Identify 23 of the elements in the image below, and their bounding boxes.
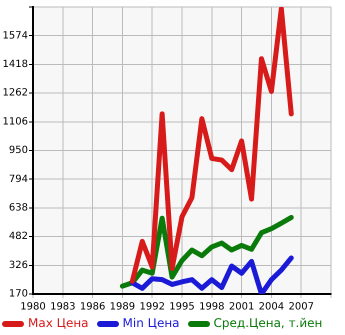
x-tick-label: 1983 <box>50 302 76 313</box>
y-tick-label: 326 <box>8 260 28 271</box>
x-tick-label: 2007 <box>288 302 314 313</box>
x-tick-label: 2001 <box>228 302 254 313</box>
x-tick-label: 1986 <box>80 302 106 313</box>
legend-label: Min Цена <box>122 316 180 330</box>
y-tick-label: 1574 <box>2 30 28 42</box>
y-tick-label: 638 <box>8 202 28 214</box>
x-tick-label: 1989 <box>110 302 136 313</box>
y-tick-label: 1418 <box>2 58 28 70</box>
x-tick-label: 1980 <box>20 302 46 313</box>
x-tick-label: 1995 <box>169 302 195 313</box>
y-tick-label: 170 <box>8 288 28 300</box>
y-tick-label: 794 <box>8 174 28 185</box>
y-tick-label: 1106 <box>2 116 28 128</box>
x-tick-label: 1998 <box>199 302 225 313</box>
y-tick-label: 950 <box>8 145 28 156</box>
y-tick-label: 482 <box>8 231 28 242</box>
x-tick-label: 1992 <box>139 302 165 313</box>
x-tick-label: 2004 <box>258 302 284 313</box>
legend-label: Сред.Цена, т.йен <box>214 316 322 330</box>
y-tick-label: 1262 <box>2 88 28 99</box>
legend-label: Max Цена <box>28 316 89 330</box>
